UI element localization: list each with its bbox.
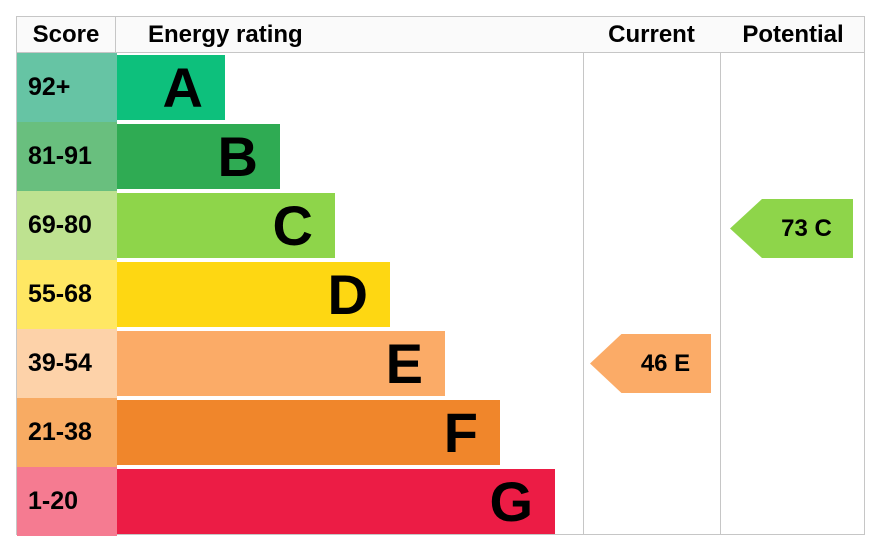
- rating-bar-e: E: [117, 331, 445, 396]
- current-column-header: Current: [608, 21, 695, 48]
- table-header: Score Energy rating Current Potential: [17, 17, 864, 53]
- band-rows: 92+ A 81-91 B 69-80 C 55-68 D: [17, 53, 864, 536]
- band-letter-c: C: [272, 193, 313, 257]
- band-row-b: 81-91 B: [17, 122, 864, 191]
- band-row-c: 69-80 C: [17, 191, 864, 260]
- score-range-d: 55-68: [17, 260, 117, 329]
- epc-table: Score Energy rating Current Potential 92…: [16, 16, 865, 536]
- band-letter-e: E: [385, 331, 423, 395]
- score-range-e: 39-54: [17, 329, 117, 398]
- band-letter-f: F: [443, 400, 478, 464]
- rating-bar-c: C: [117, 193, 335, 258]
- band-letter-a: A: [162, 55, 203, 119]
- energy-rating-column-header: Energy rating: [148, 21, 303, 48]
- current-rating-label: 46 E: [640, 349, 691, 377]
- band-letter-d: D: [327, 262, 368, 326]
- score-range-c: 69-80: [17, 191, 117, 260]
- band-row-f: 21-38 F: [17, 398, 864, 467]
- score-range-b: 81-91: [17, 122, 117, 191]
- score-range-f: 21-38: [17, 398, 117, 467]
- band-row-g: 1-20 G: [17, 467, 864, 536]
- band-letter-g: G: [489, 469, 533, 533]
- band-row-d: 55-68 D: [17, 260, 864, 329]
- divider-score-column: [115, 17, 116, 52]
- rating-bar-d: D: [117, 262, 390, 327]
- potential-rating-label: 73 C: [781, 214, 832, 242]
- rating-bar-a: A: [117, 55, 225, 120]
- potential-column-header: Potential: [742, 21, 844, 48]
- score-range-g: 1-20: [17, 467, 117, 536]
- rating-bar-b: B: [117, 124, 280, 189]
- band-letter-b: B: [217, 124, 258, 188]
- band-row-a: 92+ A: [17, 53, 864, 122]
- divider-potential-column: [720, 17, 721, 534]
- score-range-a: 92+: [17, 53, 117, 122]
- score-column-header: Score: [32, 21, 100, 48]
- rating-bar-f: F: [117, 400, 500, 465]
- rating-bar-g: G: [117, 469, 555, 534]
- band-row-e: 39-54 E: [17, 329, 864, 398]
- divider-current-column: [583, 17, 584, 534]
